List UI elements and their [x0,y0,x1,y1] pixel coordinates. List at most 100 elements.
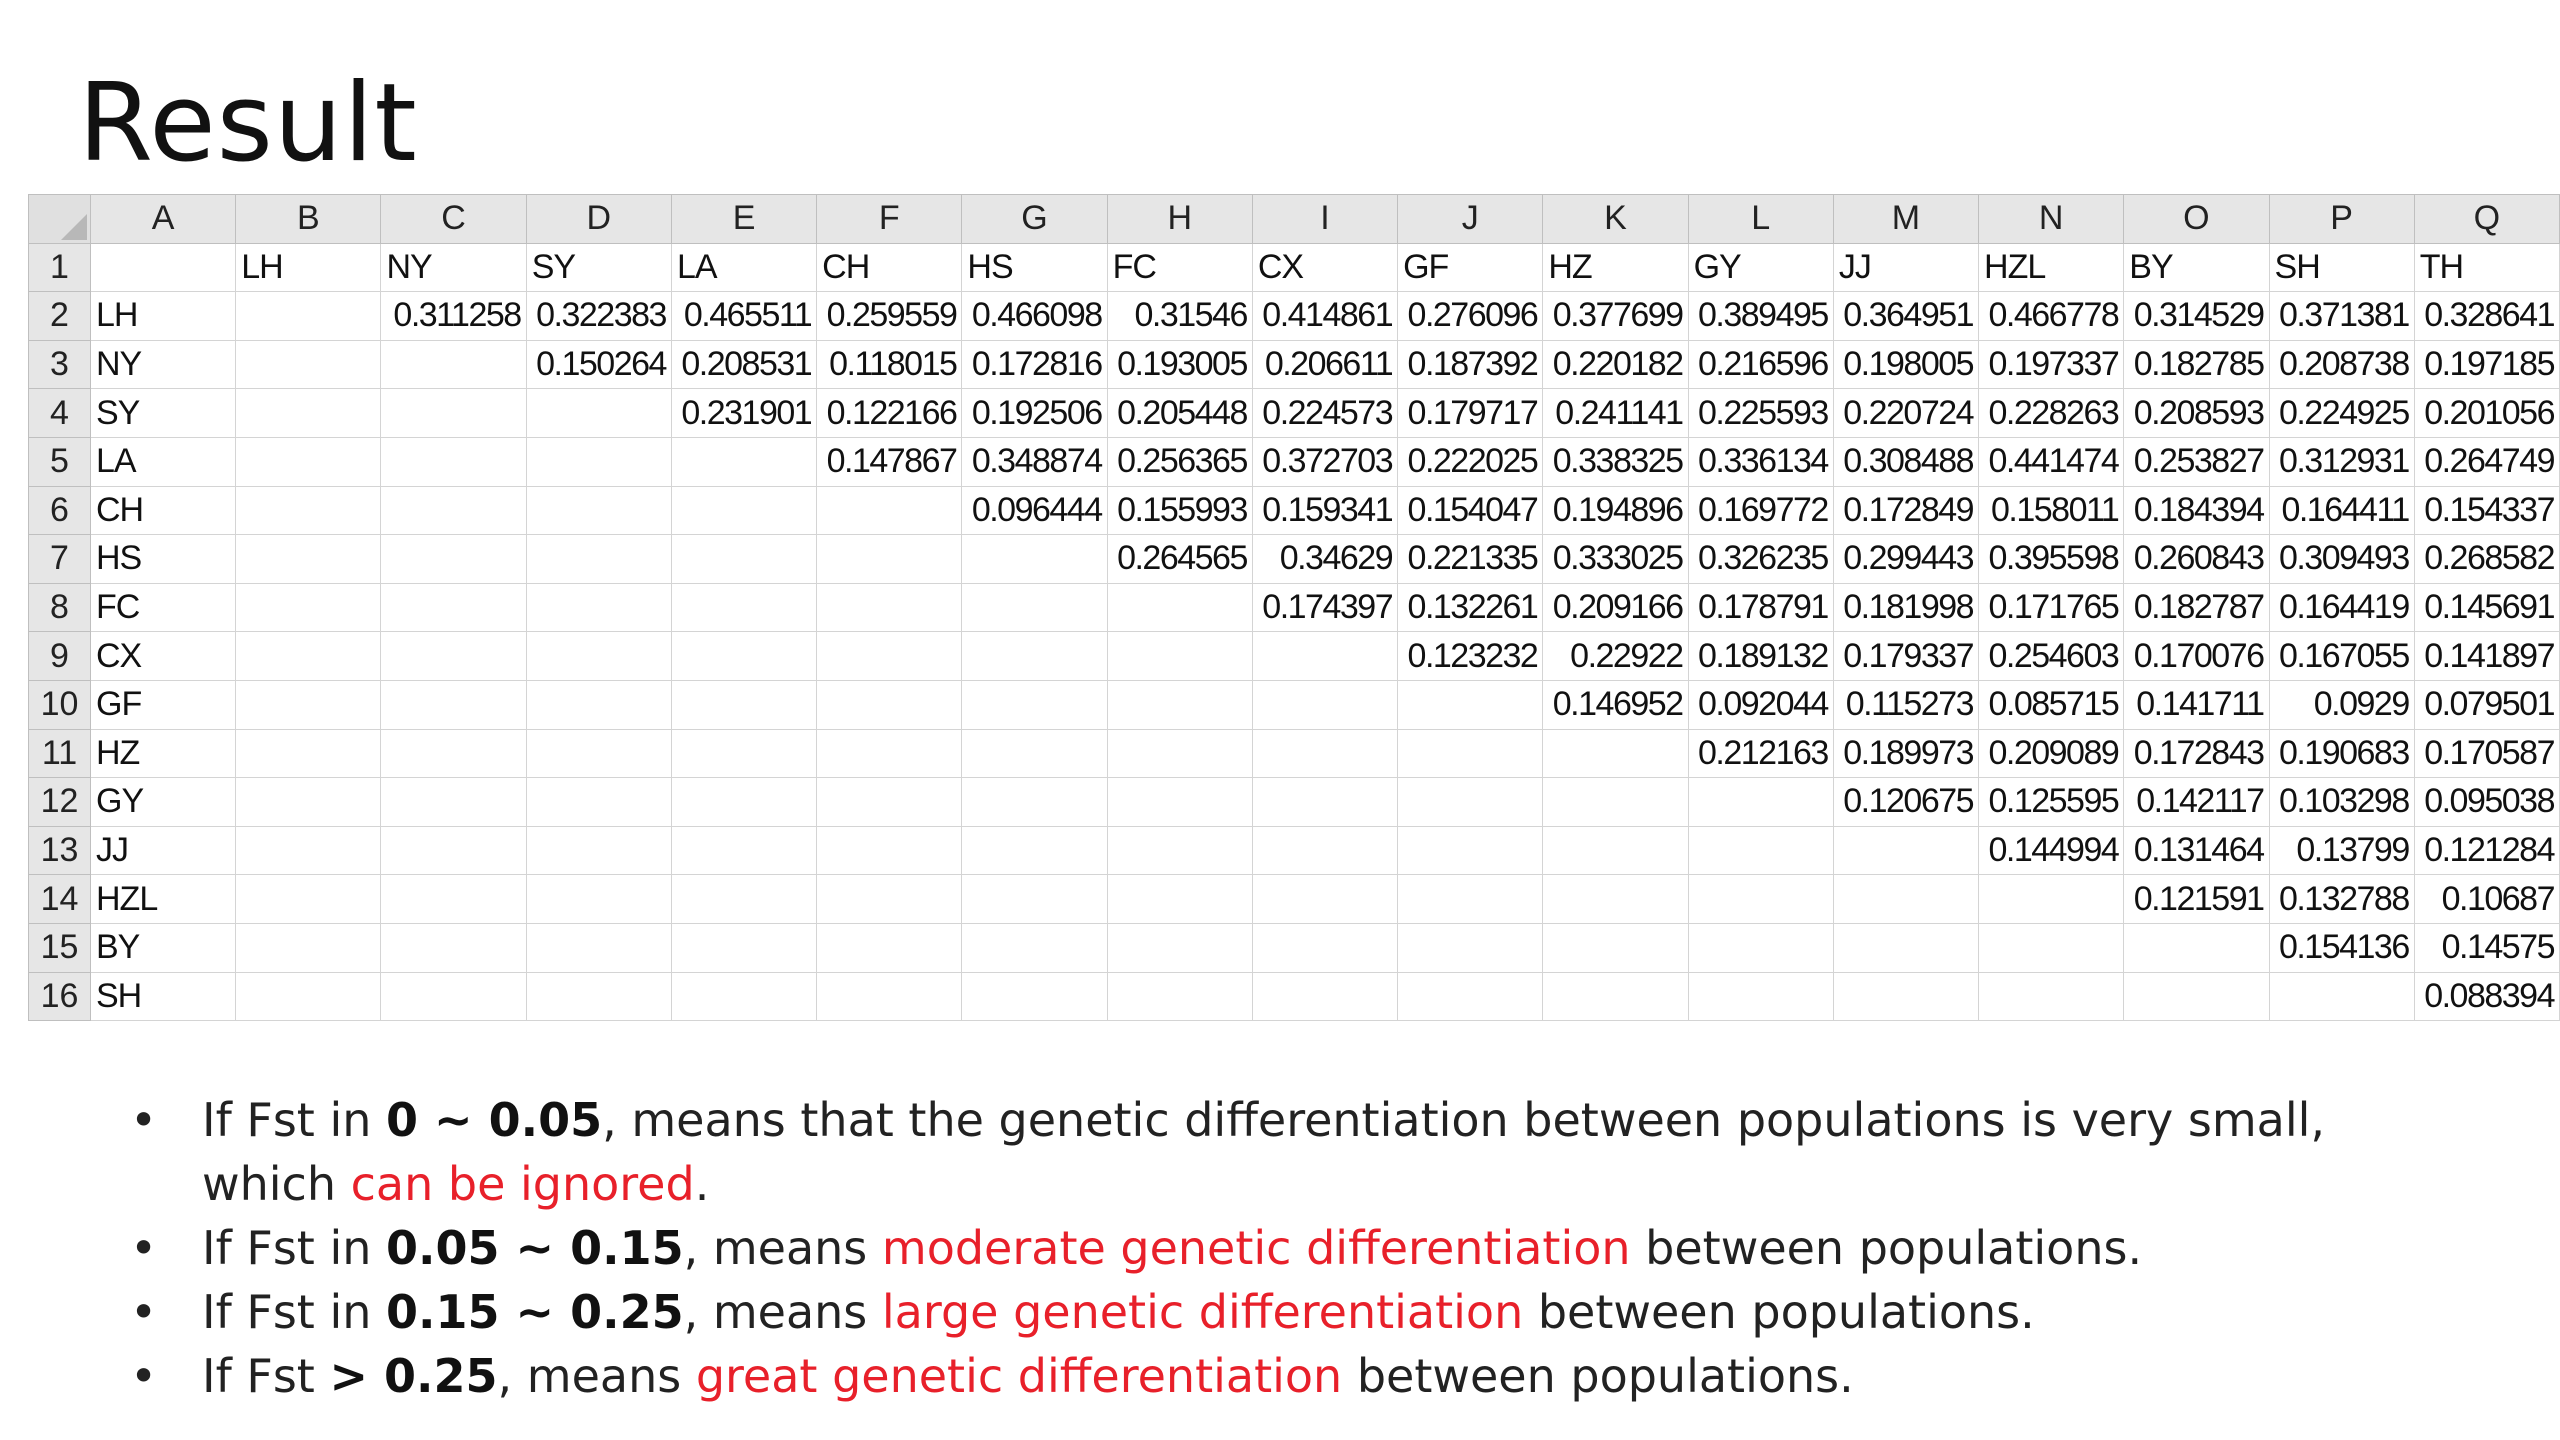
empty-cell[interactable] [1542,777,1689,827]
population-label-cell[interactable]: GF [89,679,237,730]
empty-cell[interactable] [670,631,818,681]
fst-value-cell[interactable]: 0.222025 [1397,436,1544,487]
empty-cell[interactable] [525,485,672,536]
column-header-p[interactable]: P [2268,194,2415,244]
fst-value-cell[interactable]: 0.0929 [2268,679,2415,730]
fst-value-cell[interactable]: 0.197337 [1978,339,2125,390]
fst-value-cell[interactable]: 0.132788 [2268,874,2415,924]
empty-cell[interactable] [961,874,1108,924]
empty-cell[interactable] [1978,922,2125,973]
empty-cell[interactable] [1106,679,1253,730]
population-label-cell[interactable]: HS [89,534,237,584]
empty-cell[interactable] [525,922,672,973]
fst-value-cell[interactable]: 0.150264 [525,339,672,390]
population-label-cell[interactable]: BY [2123,242,2270,293]
column-header-c[interactable]: C [380,194,527,244]
column-header-n[interactable]: N [1978,194,2125,244]
empty-cell[interactable] [816,874,963,924]
fst-value-cell[interactable]: 0.208738 [2268,339,2415,390]
fst-value-cell[interactable]: 0.256365 [1106,436,1253,487]
fst-value-cell[interactable]: 0.13799 [2268,825,2415,876]
fst-value-cell[interactable]: 0.268582 [2413,534,2560,584]
fst-value-cell[interactable]: 0.132261 [1397,582,1544,633]
fst-value-cell[interactable]: 0.121591 [2123,874,2270,924]
fst-value-cell[interactable]: 0.141711 [2123,679,2270,730]
fst-value-cell[interactable]: 0.348874 [961,436,1108,487]
row-header[interactable]: 8 [28,582,91,633]
empty-cell[interactable] [525,436,672,487]
fst-value-cell[interactable]: 0.171765 [1978,582,2125,633]
population-label-cell[interactable]: JJ [89,825,237,876]
fst-value-cell[interactable]: 0.190683 [2268,728,2415,779]
empty-cell[interactable] [1251,679,1399,730]
empty-cell[interactable] [1397,922,1544,973]
fst-value-cell[interactable]: 0.216596 [1687,339,1834,390]
fst-value-cell[interactable]: 0.146952 [1542,679,1689,730]
population-label-cell[interactable]: LA [89,436,237,487]
population-label-cell[interactable]: HZL [89,874,237,924]
fst-value-cell[interactable]: 0.164411 [2268,485,2415,536]
fst-value-cell[interactable]: 0.231901 [670,388,818,438]
fst-value-cell[interactable]: 0.264565 [1106,534,1253,584]
fst-value-cell[interactable]: 0.192506 [961,388,1108,438]
empty-cell[interactable] [525,388,672,438]
empty-cell[interactable] [961,971,1108,1022]
empty-cell[interactable] [961,728,1108,779]
fst-value-cell[interactable]: 0.145691 [2413,582,2560,633]
fst-value-cell[interactable]: 0.182787 [2123,582,2270,633]
fst-value-cell[interactable]: 0.34629 [1251,534,1399,584]
fst-value-cell[interactable]: 0.172843 [2123,728,2270,779]
population-label-cell[interactable]: SY [89,388,237,438]
empty-cell[interactable] [670,485,818,536]
column-header-m[interactable]: M [1832,194,1980,244]
fst-value-cell[interactable]: 0.205448 [1106,388,1253,438]
population-label-cell[interactable]: SY [525,242,672,293]
row-header[interactable]: 3 [28,339,91,390]
empty-cell[interactable] [380,388,527,438]
fst-value-cell[interactable]: 0.088394 [2413,971,2560,1022]
empty-cell[interactable] [525,582,672,633]
column-header-j[interactable]: J [1397,194,1544,244]
fst-value-cell[interactable]: 0.182785 [2123,339,2270,390]
fst-value-cell[interactable]: 0.276096 [1397,291,1544,341]
fst-value-cell[interactable]: 0.312931 [2268,436,2415,487]
empty-cell[interactable] [89,242,237,293]
empty-cell[interactable] [235,485,382,536]
fst-value-cell[interactable]: 0.120675 [1832,777,1980,827]
population-label-cell[interactable]: BY [89,922,237,973]
empty-cell[interactable] [2123,922,2270,973]
fst-value-cell[interactable]: 0.197185 [2413,339,2560,390]
empty-cell[interactable] [1397,825,1544,876]
empty-cell[interactable] [2268,971,2415,1022]
empty-cell[interactable] [961,679,1108,730]
population-label-cell[interactable]: HZ [89,728,237,779]
empty-cell[interactable] [235,971,382,1022]
fst-value-cell[interactable]: 0.338325 [1542,436,1689,487]
fst-value-cell[interactable]: 0.336134 [1687,436,1834,487]
empty-cell[interactable] [525,679,672,730]
empty-cell[interactable] [1106,777,1253,827]
row-header[interactable]: 10 [28,679,91,730]
fst-value-cell[interactable]: 0.154337 [2413,485,2560,536]
fst-value-cell[interactable]: 0.10687 [2413,874,2560,924]
empty-cell[interactable] [525,825,672,876]
row-header[interactable]: 14 [28,874,91,924]
empty-cell[interactable] [1832,825,1980,876]
fst-value-cell[interactable]: 0.118015 [816,339,963,390]
empty-cell[interactable] [235,728,382,779]
empty-cell[interactable] [1832,971,1980,1022]
population-label-cell[interactable]: SH [2268,242,2415,293]
fst-value-cell[interactable]: 0.465511 [670,291,818,341]
population-label-cell[interactable]: LH [235,242,382,293]
fst-value-cell[interactable]: 0.164419 [2268,582,2415,633]
population-label-cell[interactable]: NY [89,339,237,390]
empty-cell[interactable] [670,777,818,827]
fst-value-cell[interactable]: 0.299443 [1832,534,1980,584]
empty-cell[interactable] [1106,922,1253,973]
fst-value-cell[interactable]: 0.260843 [2123,534,2270,584]
row-header[interactable]: 6 [28,485,91,536]
empty-cell[interactable] [1978,971,2125,1022]
empty-cell[interactable] [235,436,382,487]
fst-value-cell[interactable]: 0.377699 [1542,291,1689,341]
empty-cell[interactable] [380,582,527,633]
